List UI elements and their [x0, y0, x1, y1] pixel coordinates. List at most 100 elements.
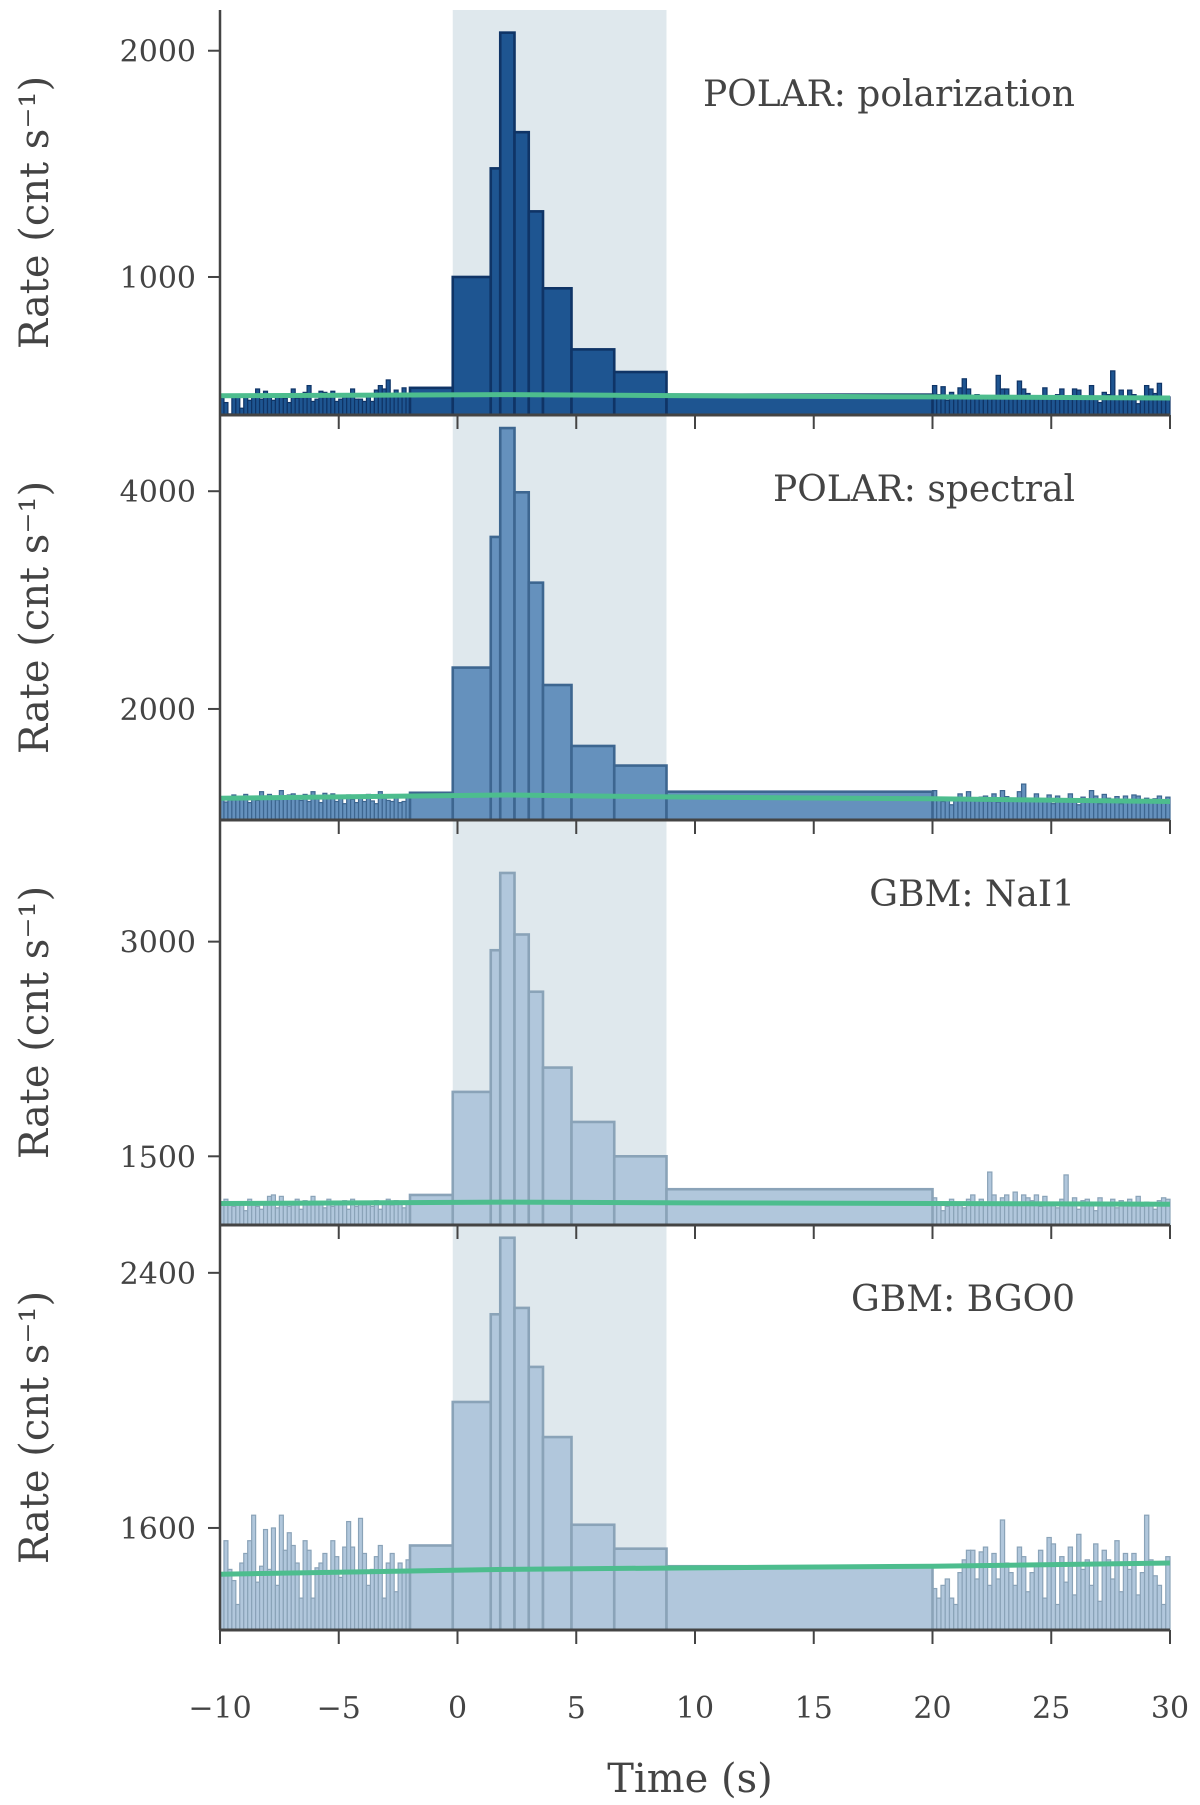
y-tick-label: 1000 — [120, 261, 196, 296]
noise-post-bar — [1088, 384, 1095, 416]
noise-post-bar — [1050, 803, 1057, 821]
noise-post-bar — [1054, 1603, 1061, 1631]
noise-post-bar — [965, 1549, 972, 1631]
burst-bin-bar — [570, 1120, 616, 1227]
noise-post-bar — [1012, 1584, 1018, 1631]
x-tick-label: 5 — [567, 1691, 586, 1726]
noise-post-bar — [1020, 388, 1027, 416]
burst-bin-bar — [498, 426, 516, 822]
noise-post-bar — [1131, 1204, 1137, 1226]
x-tick-label: 20 — [913, 1691, 951, 1726]
noise-post-bar — [970, 1549, 976, 1631]
noise-post-bar — [1152, 1575, 1158, 1631]
noise-post-bar — [1008, 800, 1014, 821]
noise-post-bar — [944, 399, 951, 416]
noise-post-bar — [961, 1559, 968, 1631]
noise-post-bar — [1042, 387, 1048, 416]
burst-bin-bar — [489, 948, 502, 1227]
noise-post-bar — [1046, 1536, 1052, 1631]
noise-post-bar — [987, 1584, 993, 1631]
noise-post-bar — [1042, 1195, 1048, 1226]
x-tick-label: 25 — [1032, 1691, 1070, 1726]
noise-post-bar — [982, 1202, 989, 1226]
noise-post-bar — [1135, 1594, 1141, 1631]
noise-post-bar — [1008, 1204, 1014, 1226]
noise-post-bar — [974, 1578, 980, 1631]
noise-post-bar — [1050, 1543, 1057, 1631]
panel-1: 1000 2000 Rate (cnt s⁻¹) POLAR: polarizatio… — [12, 10, 1171, 429]
burst-bin-bar — [451, 275, 493, 417]
noise-post-bar — [991, 1194, 997, 1226]
y-axis-title: Rate (cnt s⁻¹) — [12, 76, 58, 349]
noise-post-bar — [1059, 1556, 1065, 1631]
noise-post-bar — [961, 1207, 968, 1226]
x-tick-label: 15 — [795, 1691, 833, 1726]
panel-title: GBM: BGO0 — [851, 1279, 1075, 1320]
noise-post-bar — [1067, 793, 1074, 821]
noise-post-bar — [1067, 1204, 1074, 1226]
burst-bin-bar — [570, 348, 616, 417]
noise-post-bar — [1160, 1603, 1167, 1631]
burst-bin-bar — [612, 1547, 668, 1632]
y-axis-title: Rate (cnt s⁻¹) — [12, 1291, 58, 1564]
noise-pre-bar — [223, 401, 229, 416]
burst-bin-bar — [498, 871, 516, 1227]
noise-post-bar — [1110, 1578, 1116, 1631]
noise-post-bar — [1076, 389, 1082, 416]
background-model-line — [219, 1560, 1171, 1577]
noise-post-bar — [1139, 1571, 1146, 1631]
noise-post-bar — [974, 799, 980, 821]
noise-post-bar — [1088, 790, 1095, 821]
noise-post-bar — [1080, 398, 1086, 416]
burst-bin-bar — [570, 744, 616, 822]
noise-post-bar — [1020, 1556, 1027, 1631]
noise-post-bar — [1148, 1559, 1154, 1631]
noise-post-bar — [948, 1597, 955, 1631]
panel-2: 2000 4000 Rate (cnt s⁻¹) POLAR: spectral — [12, 415, 1171, 834]
noise-post-bar — [1071, 388, 1078, 416]
noise-post-bar — [1046, 397, 1052, 416]
noise-post-bar — [1008, 1571, 1014, 1631]
noise-post-bar — [1076, 804, 1082, 821]
noise-post-bar — [1148, 388, 1154, 416]
noise-post-bar — [1046, 1204, 1052, 1226]
noise-post-bar — [1059, 388, 1065, 416]
noise-post-bar — [1088, 1584, 1095, 1631]
background-model-line — [219, 792, 1171, 804]
y-tick-label: 2000 — [120, 693, 196, 728]
noise-post-bar — [965, 791, 972, 821]
noise-post-bar — [995, 801, 1001, 821]
noise-post-bar — [1118, 1591, 1124, 1631]
burst-bin-bar — [612, 764, 668, 822]
noise-post-bar — [953, 1603, 959, 1631]
noise-post-bar — [987, 1171, 993, 1226]
noise-post-bar — [1160, 398, 1167, 416]
noise-post-bar — [936, 797, 942, 821]
noise-post-bar — [1037, 1549, 1044, 1631]
noise-post-bar — [944, 1205, 951, 1226]
noise-post-bar — [936, 1597, 942, 1631]
noise-post-bar — [1020, 1194, 1027, 1226]
x-axis: −10 −5 0 5 10 15 20 25 30 — [188, 1691, 1189, 1726]
noise-post-bar — [1148, 801, 1154, 821]
noise-post-bar — [999, 790, 1006, 821]
noise-post-bar — [1114, 1207, 1120, 1226]
burst-bin-bar — [612, 1155, 668, 1227]
noise-post-bar — [991, 398, 997, 416]
noise-post-bar — [1105, 1204, 1112, 1226]
noise-post-bar — [1135, 403, 1141, 416]
panel-title: POLAR: polarization — [703, 74, 1075, 115]
burst-bin-bar — [541, 683, 573, 822]
noise-post-bar — [999, 1519, 1006, 1631]
y-axis-title: Rate (cnt s⁻¹) — [12, 886, 58, 1159]
noise-post-bar — [1118, 389, 1124, 416]
burst-bin-bar — [527, 210, 545, 417]
panel-4: 1600 2400 Rate (cnt s⁻¹) GBM: BGO0 — [12, 1225, 1171, 1644]
x-tick-label: −5 — [317, 1691, 361, 1726]
noise-post-bar — [1088, 1202, 1095, 1226]
noise-post-bar — [1093, 1543, 1099, 1631]
x-tick-label: 0 — [448, 1691, 467, 1726]
noise-post-bar — [1042, 1597, 1048, 1631]
x-axis-title: Time (s) — [607, 1756, 773, 1802]
burst-bin-bar — [498, 31, 516, 417]
